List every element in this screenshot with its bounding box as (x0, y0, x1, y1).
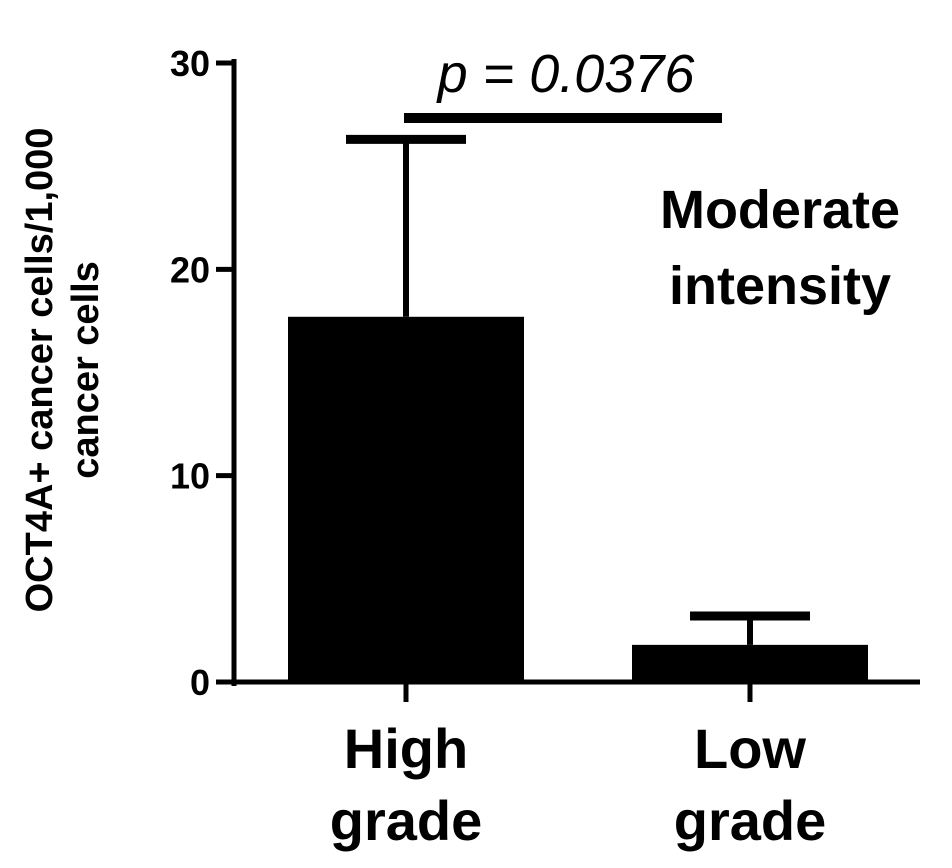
x-category-label: High (344, 717, 468, 780)
p-value-label: p = 0.0376 (436, 44, 696, 104)
error-bars (346, 134, 810, 702)
y-axis-label-line-1: OCT4A+ cancer cells/1,000 (19, 128, 61, 613)
y-axis-label: OCT4A+ cancer cells/1,000 cancer cells (19, 128, 107, 613)
significance-annotation: p = 0.0376 (404, 44, 722, 123)
y-tick-label: 20 (170, 249, 210, 290)
x-category-label: grade (330, 789, 483, 852)
x-category-labels: High grade Low grade (330, 717, 827, 852)
note-line-2: intensity (669, 256, 891, 316)
note-line-1: Moderate (660, 180, 900, 240)
y-axis-label-line-2: cancer cells (65, 261, 107, 479)
y-ticks: 0 10 20 30 (170, 43, 234, 703)
bar (288, 316, 524, 682)
y-tick-label: 0 (190, 662, 210, 703)
bars (288, 316, 868, 682)
bar (632, 644, 868, 682)
x-category-label: Low (694, 717, 806, 780)
y-tick-label: 10 (170, 456, 210, 497)
intensity-note: Moderate intensity (660, 180, 900, 316)
y-tick-label: 30 (170, 43, 210, 84)
x-category-label: grade (674, 789, 827, 852)
